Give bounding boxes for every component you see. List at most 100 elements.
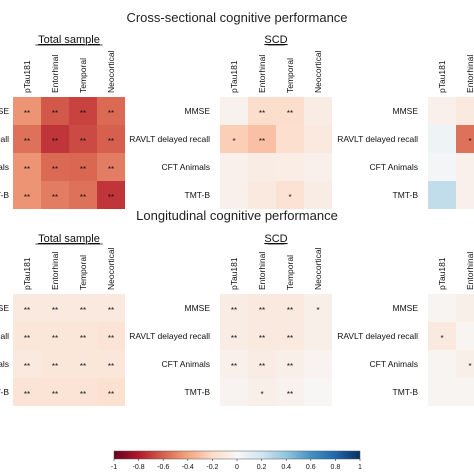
significance-label: ** <box>80 165 86 174</box>
significance-label: ** <box>52 193 58 202</box>
heatmap-cell <box>304 97 332 125</box>
significance-label: ** <box>80 362 86 371</box>
heatmap-cell <box>41 125 69 153</box>
heatmap-cell <box>276 125 304 153</box>
heatmap-cell <box>220 350 248 378</box>
row-label: MMSE <box>0 303 9 313</box>
row-label: MMSE <box>185 303 211 313</box>
column-label: Temporal <box>78 58 88 93</box>
heatmap-cell <box>220 97 248 125</box>
significance-label: ** <box>287 390 293 399</box>
significance-label: * <box>316 306 319 315</box>
heatmap-cell <box>97 97 125 125</box>
column-label: Temporal <box>285 255 295 290</box>
heatmap-cell <box>220 294 248 322</box>
row-label: TMT-B <box>393 387 419 397</box>
heatmap-cell <box>248 153 276 181</box>
column-label: pTau181 <box>22 257 32 290</box>
heatmap-cell <box>248 294 276 322</box>
row-label: TMT-B <box>393 190 419 200</box>
significance-label: ** <box>108 306 114 315</box>
heatmap-cell <box>304 294 332 322</box>
colorbar-tick-label: 0 <box>235 464 239 471</box>
column-label: pTau181 <box>437 60 447 93</box>
row-label: TMT-B <box>185 190 211 200</box>
heatmap-cell <box>456 378 474 406</box>
heatmap-cell <box>304 125 332 153</box>
significance-label: ** <box>108 362 114 371</box>
row-label: RAVLT delayed recall <box>129 134 210 144</box>
column-label: Entorhinal <box>257 55 267 93</box>
heatmap-cell <box>41 97 69 125</box>
heatmap-cell <box>428 378 456 406</box>
row-label: RAVLT delayed recall <box>129 331 210 341</box>
heatmap-cell <box>456 97 474 125</box>
column-label: Neocortical <box>313 50 323 93</box>
column-label: Entorhinal <box>465 55 474 93</box>
significance-label: ** <box>24 306 30 315</box>
significance-label: ** <box>52 390 58 399</box>
row-label: MMSE <box>393 303 419 313</box>
heatmap-cell <box>428 294 456 322</box>
heatmap-cell <box>428 125 456 153</box>
significance-label: ** <box>24 362 30 371</box>
heatmap-cell <box>13 125 41 153</box>
significance-label: ** <box>108 334 114 343</box>
heatmap-cell <box>13 181 41 209</box>
heatmap-cell <box>304 350 332 378</box>
significance-label: * <box>260 390 263 399</box>
heatmap-cell <box>41 378 69 406</box>
column-label: Entorhinal <box>50 55 60 93</box>
significance-label: ** <box>52 306 58 315</box>
significance-label: * <box>468 137 471 146</box>
heatmap-cell <box>428 350 456 378</box>
heatmap-cell <box>220 378 248 406</box>
heatmap-cell <box>97 181 125 209</box>
row-label: CFT Animals <box>370 359 419 369</box>
heatmap-cell <box>248 322 276 350</box>
heatmap-cell <box>276 153 304 181</box>
significance-label: ** <box>108 137 114 146</box>
significance-label: ** <box>80 390 86 399</box>
column-label: Neocortical <box>313 247 323 290</box>
heatmap-cell <box>41 294 69 322</box>
significance-label: ** <box>80 193 86 202</box>
row-label: recall <box>0 134 9 144</box>
heatmap-cell <box>220 322 248 350</box>
section-title: Longitudinal cognitive performance <box>136 208 338 223</box>
heatmap-cell <box>456 153 474 181</box>
row-label: MMSE <box>185 106 211 116</box>
row-label: Animals <box>0 162 9 172</box>
heatmap-cell <box>69 153 97 181</box>
colorbar <box>113 450 361 460</box>
heatmap-cell <box>456 294 474 322</box>
section-title: Cross-sectional cognitive performance <box>126 10 347 25</box>
significance-label: ** <box>231 334 237 343</box>
column-label: Neocortical <box>106 50 116 93</box>
significance-label: * <box>288 193 291 202</box>
heatmap-cell <box>220 181 248 209</box>
significance-label: ** <box>259 306 265 315</box>
heatmap-cell <box>97 378 125 406</box>
row-label: recall <box>0 331 9 341</box>
column-label: Temporal <box>78 255 88 290</box>
significance-label: ** <box>287 334 293 343</box>
column-label: Neocortical <box>106 247 116 290</box>
heatmap-cell <box>276 97 304 125</box>
heatmap-cell <box>428 153 456 181</box>
heatmap-cell <box>428 181 456 209</box>
column-label: pTau181 <box>22 60 32 93</box>
heatmap-cell <box>276 181 304 209</box>
heatmap-cell <box>69 294 97 322</box>
heatmap-cell <box>220 125 248 153</box>
row-label: MMSE <box>0 106 9 116</box>
column-label: pTau181 <box>437 257 447 290</box>
significance-label: ** <box>231 362 237 371</box>
heatmap-cell <box>41 181 69 209</box>
significance-label: ** <box>52 362 58 371</box>
heatmap-cell <box>13 322 41 350</box>
significance-label: ** <box>52 137 58 146</box>
heatmap-cell <box>456 125 474 153</box>
colorbar-tick-label: 0.8 <box>331 464 341 471</box>
